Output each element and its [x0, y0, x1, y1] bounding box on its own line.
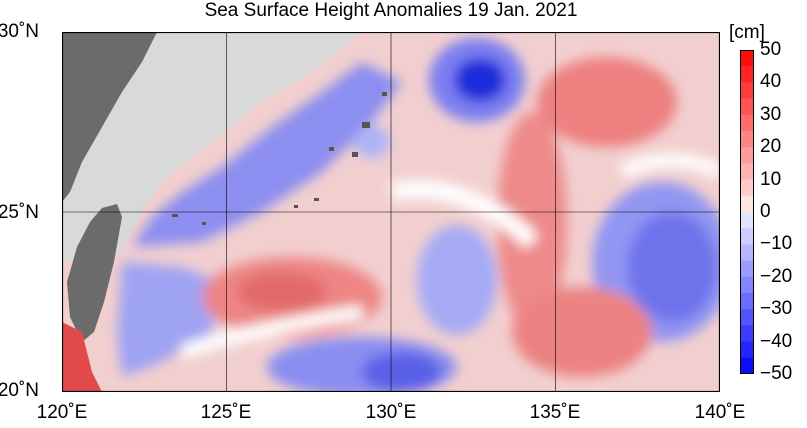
- colorbar-step: [740, 98, 754, 116]
- ssh-anomaly-map: [62, 32, 720, 392]
- taiwan: [67, 204, 122, 342]
- colorbar-step: [740, 131, 754, 148]
- colorbar-tick-label: 40: [760, 71, 782, 93]
- lon-label-120e: 120˚E: [36, 402, 88, 423]
- colorbar-step: [740, 276, 754, 294]
- colorbar-step: [740, 228, 754, 245]
- map-title: Sea Surface Height Anomalies 19 Jan. 202…: [204, 0, 578, 21]
- lon-label-125e: 125˚E: [200, 402, 252, 423]
- lat-label-20n: 20˚N: [0, 380, 39, 401]
- colorbar-tick-label: 30: [760, 103, 782, 125]
- colorbar-step: [740, 341, 754, 359]
- lon-label-135e: 135˚E: [529, 402, 581, 423]
- colorbar-step: [740, 325, 754, 343]
- colorbar-tick-label: 0: [760, 201, 771, 222]
- colorbar-step: [740, 357, 754, 374]
- colorbar-step: [740, 179, 754, 197]
- colorbar-step: [740, 50, 754, 67]
- colorbar-tick-label: −50: [760, 363, 793, 384]
- colorbar-step: [740, 147, 754, 164]
- lat-label-30n: 30˚N: [0, 21, 39, 42]
- colorbar-tick-label: −30: [760, 298, 793, 320]
- lon-label-140e: 140˚E: [694, 402, 746, 423]
- colorbar-step: [740, 260, 754, 278]
- colorbar-tick-label: 10: [760, 168, 782, 190]
- colorbar: [740, 50, 754, 374]
- colorbar-tick-label: 50: [760, 39, 782, 60]
- colorbar-step: [740, 82, 754, 100]
- colorbar-tick-label: −10: [760, 233, 793, 255]
- mainland-china: [62, 32, 157, 202]
- colorbar-tick-label: −40: [760, 330, 793, 352]
- colorbar-unit: [cm]: [729, 22, 765, 43]
- colorbar-tick-label: −20: [760, 265, 793, 287]
- lon-label-130e: 130˚E: [365, 402, 417, 423]
- colorbar-tick-label: 20: [760, 136, 782, 158]
- colorbar-step: [740, 244, 754, 262]
- colorbar-step: [740, 66, 754, 83]
- colorbar-step: [740, 163, 754, 181]
- lat-label-25n: 25˚N: [0, 202, 39, 223]
- colorbar-step: [740, 309, 754, 326]
- colorbar-step: [740, 212, 754, 229]
- colorbar-step: [740, 114, 754, 132]
- colorbar-step: [740, 195, 754, 213]
- colorbar-step: [740, 293, 754, 310]
